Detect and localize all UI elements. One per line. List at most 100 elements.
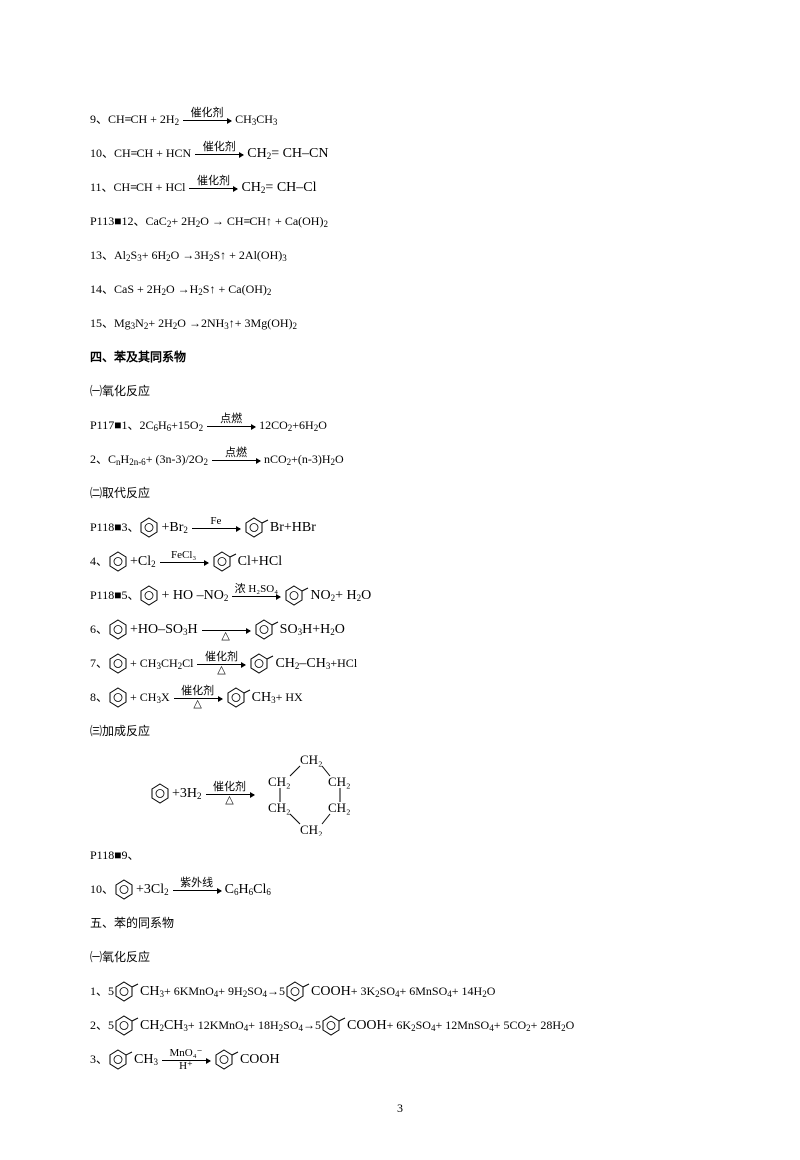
sub: 2: [295, 658, 300, 674]
text: O →2NH: [177, 313, 224, 335]
benzene-sub-icon: [108, 1048, 134, 1072]
sub: 2: [357, 590, 362, 606]
text: CH: [256, 109, 273, 131]
sub: 3: [224, 318, 229, 334]
text: + CH: [130, 653, 156, 675]
sub: 3: [298, 624, 303, 640]
sub: 2: [330, 624, 335, 640]
text: 3、: [90, 1049, 108, 1071]
subheading-oxidation-2: ㈠氧化反应: [90, 944, 710, 972]
text: + HX: [276, 687, 303, 709]
benzene-icon: [108, 652, 130, 676]
text: CH: [140, 1013, 159, 1038]
sub: 2: [167, 216, 172, 232]
sub: 3: [271, 692, 276, 708]
reaction-arrow: 催化剂 △: [174, 686, 222, 711]
sub: 4: [244, 1020, 249, 1036]
equation-13: 13、Al2 S3 + 6H2 O →3H2 S↑ + 2Al(OH)3: [90, 242, 710, 270]
text: O: [335, 617, 345, 642]
text: 3: [397, 1101, 403, 1115]
reaction-arrow: 浓 H₂SO₄: [232, 584, 280, 609]
equation-8: 8、 + CH3 X 催化剂 △ CH3 + HX: [90, 684, 710, 712]
benzene-sub-icon: [285, 980, 311, 1004]
text: S↑ + Ca(OH): [203, 279, 267, 301]
reaction-arrow: MnO₄⁻ H⁺: [162, 1048, 210, 1073]
text: O: [487, 981, 496, 1003]
subheading-oxidation: ㈠氧化反应: [90, 378, 710, 406]
sub: 2: [267, 148, 272, 164]
text: COOH: [311, 979, 351, 1004]
arrow-line: [207, 426, 255, 427]
sub: 4: [395, 986, 400, 1002]
sub: 2: [178, 658, 183, 674]
sub: 2: [293, 318, 298, 334]
text: 五、苯的同系物: [90, 913, 174, 935]
text: H: [188, 617, 198, 642]
benzene-icon: [108, 686, 130, 710]
arrow-line: [183, 120, 231, 121]
text: ㈢加成反应: [90, 721, 150, 743]
equation-p118-3: P118■3、 +Br2 Fe Br +HBr: [90, 514, 710, 542]
text: 15、Mg: [90, 313, 131, 335]
equation-p118-5: P118■5、 + HO –NO2 浓 H₂SO₄ NO2 + H2 O: [90, 582, 710, 610]
equation-p117-1: P117■1、2C6 H6 +15O2 点燃 12CO2 +6H2 O: [90, 412, 710, 440]
text: CH: [161, 653, 178, 675]
text: + 28H: [531, 1015, 561, 1037]
text: 10、: [90, 879, 114, 901]
sub: 2: [209, 250, 214, 266]
benzene-icon: [114, 878, 136, 902]
text: S↑ + 2Al(OH): [213, 245, 282, 267]
reaction-arrow: 催化剂: [195, 142, 243, 167]
text: +(n-3)H: [291, 449, 330, 471]
svg-text:CH₂: CH₂: [300, 822, 323, 836]
svg-text:CH₂: CH₂: [328, 774, 351, 789]
arrow-line: [192, 528, 240, 529]
sub: 2: [175, 114, 180, 130]
text: P117■1、2C: [90, 415, 153, 437]
text: + HO –NO: [161, 583, 223, 608]
sub: n: [116, 454, 121, 470]
sub: 3: [156, 692, 161, 708]
text: O →3H: [171, 245, 209, 267]
text: SO: [280, 617, 298, 642]
text: + CH: [130, 687, 156, 709]
reaction-arrow: 点燃: [212, 448, 260, 473]
arrow-label-top: MnO₄⁻: [170, 1048, 203, 1060]
text: +HCl: [251, 549, 282, 574]
sub: 2: [243, 986, 248, 1002]
text: O: [361, 583, 371, 608]
sub: 2: [287, 454, 292, 470]
arrow-label-top: FeCl₃: [171, 550, 196, 562]
text: + 12KMnO: [188, 1015, 244, 1037]
benzene-icon: [108, 618, 130, 642]
sub: 6: [167, 420, 172, 436]
text: P118■3、: [90, 517, 139, 539]
text: +3H: [172, 781, 197, 806]
arrow-label-bot: H⁺: [179, 1061, 193, 1073]
sub: 2: [482, 986, 487, 1002]
equation-12: P113■12、CaC2 + 2H2 O → CH ≡ CH↑ + Ca(OH)…: [90, 208, 710, 236]
arrow-label-top: 催化剂: [205, 652, 238, 664]
text: SO: [416, 1015, 431, 1037]
sub: 6: [249, 884, 254, 900]
arrow-line: [206, 794, 254, 795]
equation-5-1: 1、5 CH3 + 6KMnO4 + 9H2 SO4 →5 COOH + 3K2…: [90, 978, 710, 1006]
text: H: [238, 877, 248, 902]
text: = CH–Cl: [265, 175, 316, 200]
text: +Cl: [130, 549, 151, 574]
text: NO: [310, 583, 330, 608]
reaction-arrow: FeCl₃: [160, 550, 208, 575]
sub: 3: [252, 114, 257, 130]
benzene-icon: [139, 516, 161, 540]
cyclohexane-diagram: CH₂ CH₂CH₂ CH₂CH₂ CH₂: [258, 752, 358, 836]
arrow-line: [232, 596, 280, 597]
equation-6: 6、 +HO–SO3 H △ SO3 H +H2 O: [90, 616, 710, 644]
text: nCO: [264, 449, 287, 471]
text: CH + HCl: [136, 177, 185, 199]
sub: 2: [198, 284, 203, 300]
sub: 2: [411, 1020, 416, 1036]
sub: 4: [489, 1020, 494, 1036]
text: O: [318, 415, 327, 437]
sub: 2: [161, 284, 166, 300]
reaction-arrow: 催化剂 △: [206, 782, 254, 807]
